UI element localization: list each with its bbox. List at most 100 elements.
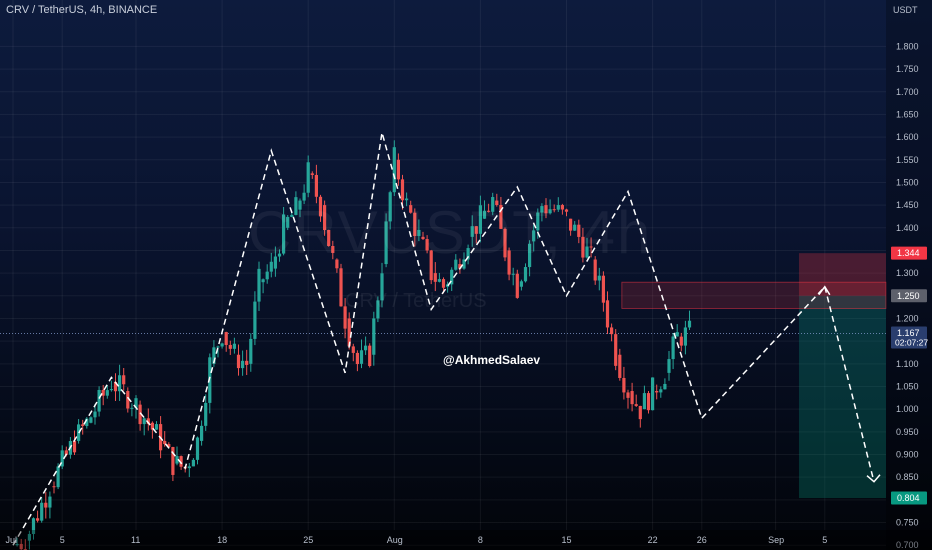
candle-body[interactable] <box>146 418 150 424</box>
candle-body[interactable] <box>204 402 208 426</box>
candle-body[interactable] <box>351 346 355 353</box>
candle-body[interactable] <box>470 226 474 237</box>
candle-body[interactable] <box>651 377 655 411</box>
candle-body[interactable] <box>552 209 556 211</box>
candle-body[interactable] <box>27 534 31 541</box>
candle-body[interactable] <box>298 200 302 210</box>
candle-body[interactable] <box>614 334 618 366</box>
candle-body[interactable] <box>511 273 515 275</box>
candle-body[interactable] <box>392 147 396 193</box>
candle-body[interactable] <box>228 344 232 349</box>
candle-body[interactable] <box>495 200 499 205</box>
candle-body[interactable] <box>142 418 146 425</box>
stop-loss-zone[interactable] <box>798 253 886 296</box>
candle-body[interactable] <box>642 393 646 410</box>
entry-badge[interactable] <box>891 289 927 303</box>
candle-body[interactable] <box>167 444 171 448</box>
candle-body[interactable] <box>523 267 528 282</box>
candle-body[interactable] <box>306 162 310 193</box>
candle-body[interactable] <box>421 236 425 240</box>
candle-body[interactable] <box>482 210 487 219</box>
candle-body[interactable] <box>101 389 105 396</box>
candle-body[interactable] <box>540 206 544 213</box>
candle-body[interactable] <box>253 301 257 339</box>
candle-body[interactable] <box>171 447 175 475</box>
candle-body[interactable] <box>528 243 532 268</box>
candle-body[interactable] <box>409 205 413 213</box>
candle-body[interactable] <box>212 347 216 364</box>
candle-body[interactable] <box>499 204 503 229</box>
price-axis[interactable] <box>886 0 932 550</box>
candle-body[interactable] <box>269 261 273 272</box>
target-badge[interactable] <box>891 491 927 505</box>
candle-body[interactable] <box>458 264 462 269</box>
candle-body[interactable] <box>60 450 64 467</box>
candle-body[interactable] <box>400 179 405 201</box>
candle-body[interactable] <box>31 518 36 535</box>
candle-body[interactable] <box>339 268 343 307</box>
candle-body[interactable] <box>318 196 323 217</box>
candle-body[interactable] <box>359 350 364 364</box>
candle-body[interactable] <box>187 466 191 469</box>
candle-body[interactable] <box>569 218 573 231</box>
candle-body[interactable] <box>109 389 113 391</box>
candle-body[interactable] <box>105 390 109 396</box>
candle-body[interactable] <box>667 359 671 373</box>
candle-body[interactable] <box>130 407 134 409</box>
candle-body[interactable] <box>224 332 228 345</box>
candle-body[interactable] <box>487 210 491 212</box>
candle-body[interactable] <box>683 327 687 346</box>
candle-body[interactable] <box>302 192 306 201</box>
candle-body[interactable] <box>384 221 388 265</box>
candle-body[interactable] <box>191 459 195 467</box>
candle-body[interactable] <box>536 212 540 231</box>
candle-body[interactable] <box>126 391 130 409</box>
candle-body[interactable] <box>15 543 19 546</box>
candle-body[interactable] <box>118 375 122 392</box>
symbol-title[interactable]: CRV / TetherUS, 4h, BINANCE <box>6 4 158 16</box>
candle-body[interactable] <box>519 281 523 287</box>
candle-body[interactable] <box>368 345 372 367</box>
candle-body[interactable] <box>310 173 314 175</box>
candle-body[interactable] <box>261 279 265 283</box>
candle-body[interactable] <box>372 318 376 355</box>
candle-body[interactable] <box>81 424 85 427</box>
candle-body[interactable] <box>232 343 236 349</box>
candle-body[interactable] <box>388 192 392 222</box>
candle-body[interactable] <box>454 259 458 270</box>
candle-body[interactable] <box>113 381 118 392</box>
candle-body[interactable] <box>679 336 683 346</box>
candle-body[interactable] <box>634 404 638 406</box>
candle-body[interactable] <box>364 345 368 351</box>
candle-body[interactable] <box>466 248 470 260</box>
candle-body[interactable] <box>179 456 183 467</box>
candle-body[interactable] <box>462 259 466 269</box>
time-axis[interactable] <box>0 530 932 550</box>
candle-body[interactable] <box>64 450 68 455</box>
candle-body[interactable] <box>89 417 93 423</box>
candle-body[interactable] <box>548 209 552 214</box>
candle-body[interactable] <box>245 360 249 365</box>
candle-body[interactable] <box>294 197 298 215</box>
candle-body[interactable] <box>200 425 204 441</box>
candle-body[interactable] <box>323 205 327 231</box>
candle-body[interactable] <box>343 306 347 329</box>
candle-body[interactable] <box>327 230 331 246</box>
candle-body[interactable] <box>273 256 277 269</box>
current-price-badge[interactable] <box>891 326 927 349</box>
candle-body[interactable] <box>663 383 667 390</box>
candle-body[interactable] <box>331 245 335 253</box>
candle-body[interactable] <box>675 332 679 337</box>
candle-body[interactable] <box>573 224 577 231</box>
candle-body[interactable] <box>48 496 52 508</box>
candle-body[interactable] <box>450 269 454 285</box>
candle-body[interactable] <box>605 300 610 328</box>
candle-body[interactable] <box>544 205 548 214</box>
candle-body[interactable] <box>122 375 126 385</box>
candle-body[interactable] <box>589 246 593 248</box>
candle-body[interactable] <box>581 236 585 258</box>
candle-body[interactable] <box>597 275 601 281</box>
candle-body[interactable] <box>150 422 154 430</box>
candle-body[interactable] <box>195 437 200 460</box>
